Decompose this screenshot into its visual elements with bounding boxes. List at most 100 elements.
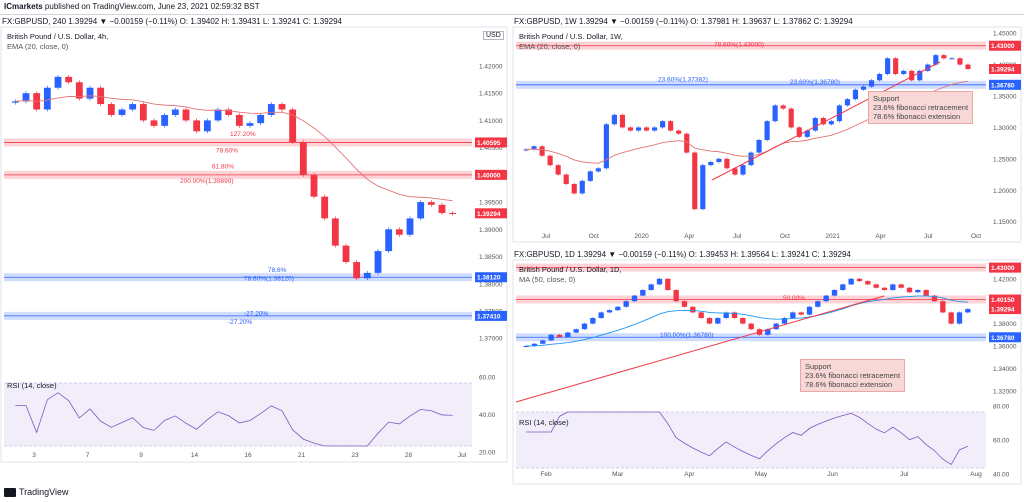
- tradingview-logo[interactable]: TradingView: [4, 487, 69, 497]
- price-highlight-label: 1.40000: [477, 172, 501, 179]
- price-axis-label: 1.45000: [993, 31, 1017, 38]
- candle-body: [652, 127, 658, 131]
- candle-body: [581, 323, 588, 330]
- time-axis-label: Mar: [612, 471, 624, 478]
- candle-body: [790, 312, 796, 318]
- candle-body: [890, 284, 896, 290]
- price-highlight-bg: [475, 169, 507, 180]
- fib-level-label: 23.60%(1.36780): [790, 79, 840, 86]
- candle-body: [395, 229, 403, 235]
- candle-body: [716, 158, 722, 162]
- candle-body: [598, 312, 604, 318]
- candle-body: [798, 312, 804, 315]
- fib-level-label: 50.00%: [783, 295, 805, 302]
- candle-body: [573, 329, 579, 333]
- price-axis-label: 1.42000: [993, 276, 1017, 283]
- candle-body: [615, 306, 621, 311]
- time-axis-label: Jun: [827, 471, 838, 478]
- candle-body: [363, 272, 371, 279]
- published-text: published on TradingView.com, June 23, 2…: [44, 2, 260, 11]
- rsi-line: [526, 411, 968, 466]
- candle-body: [556, 334, 563, 338]
- fib-level-label: 78.60%(1.43000): [714, 41, 764, 48]
- candle-body: [780, 105, 786, 109]
- tradingview-logo-icon: [4, 487, 16, 497]
- candle-body: [877, 74, 883, 81]
- currency-badge[interactable]: USD: [483, 31, 504, 40]
- time-axis-label: 16: [244, 452, 252, 459]
- time-axis-label: Aug: [970, 471, 982, 478]
- moving-average-line: [526, 295, 968, 347]
- panel-1w-symbol-title: British Pound / U.S. Dollar, 1W,: [519, 32, 623, 41]
- candle-body: [656, 278, 663, 285]
- candle-body: [257, 114, 265, 124]
- candle-body: [417, 202, 425, 219]
- price-highlight-label: 1.37410: [477, 313, 501, 320]
- candle-body: [965, 309, 971, 313]
- candle-body: [643, 127, 650, 131]
- candle-body: [796, 127, 802, 137]
- panel-1d-rsi-label: RSI (14, close): [519, 418, 569, 427]
- time-axis-label: 2020: [634, 233, 649, 240]
- candle-body: [565, 332, 571, 338]
- time-axis-label: 14: [191, 452, 199, 459]
- candle-body: [732, 168, 738, 175]
- candle-body: [547, 155, 553, 166]
- candle-body: [449, 212, 457, 214]
- candle-body: [595, 168, 601, 172]
- fib-level-label: -27.20%: [244, 311, 268, 318]
- candle-body: [299, 142, 307, 175]
- candle-body: [933, 55, 939, 65]
- price-highlight-label: 1.38120: [477, 275, 501, 282]
- candle-body: [698, 312, 704, 318]
- candle-body: [267, 104, 275, 115]
- candle-body: [965, 64, 971, 69]
- candle-body: [648, 284, 654, 290]
- candle-body: [885, 58, 891, 74]
- time-axis-label: Apr: [875, 233, 886, 240]
- chart-1w-group: 1.450001.430001.400001.350001.300001.250…: [516, 31, 1021, 240]
- candle-body: [587, 171, 593, 181]
- price-axis-label: 1.30000: [993, 125, 1017, 132]
- time-axis-label: Oct: [971, 233, 981, 240]
- panel-4h-symbol-title: British Pound / U.S. Dollar, 4h,: [7, 32, 109, 41]
- candle-body: [353, 261, 361, 279]
- candle-body: [75, 82, 83, 99]
- rsi-band: [4, 383, 472, 446]
- candle-body: [385, 229, 393, 252]
- candle-body: [611, 114, 617, 125]
- candle-body: [531, 146, 537, 150]
- candle-body: [665, 278, 671, 290]
- candle-body: [438, 204, 446, 213]
- candle-body: [836, 105, 842, 122]
- price-highlight-label: 1.43000: [991, 265, 1015, 272]
- time-axis-label: Apr: [684, 233, 695, 240]
- price-axis-label: 1.25000: [993, 156, 1017, 163]
- candle-body: [606, 310, 613, 313]
- candle-body: [923, 290, 929, 296]
- candle-body: [856, 278, 863, 282]
- price-axis-label: 1.39000: [479, 227, 503, 234]
- candle-body: [86, 87, 94, 99]
- price-highlight-label: 1.40595: [477, 140, 501, 147]
- time-axis-label: 3: [32, 452, 36, 459]
- candle-body: [631, 295, 638, 302]
- candle-body: [540, 340, 546, 344]
- candle-body: [724, 158, 730, 169]
- price-axis-label: 1.41000: [479, 118, 503, 125]
- candle-body: [668, 121, 674, 131]
- fib-level-label: 78.60%: [216, 147, 238, 154]
- candle-body: [756, 140, 762, 153]
- price-axis-label: 1.42000: [479, 63, 503, 70]
- support-note-1w-line3: 78.6% fibonacci extension: [873, 112, 961, 121]
- price-axis-label: 1.40500: [479, 145, 503, 152]
- candle-body: [865, 281, 871, 285]
- price-highlight-label: 1.36780: [991, 82, 1015, 89]
- candle-body: [539, 146, 545, 156]
- candle-body: [660, 121, 666, 128]
- candle-body: [823, 295, 829, 302]
- candle-body: [957, 58, 963, 65]
- candle-body: [214, 109, 222, 121]
- candle-body: [171, 109, 179, 115]
- price-highlight-label: 1.36780: [991, 335, 1015, 342]
